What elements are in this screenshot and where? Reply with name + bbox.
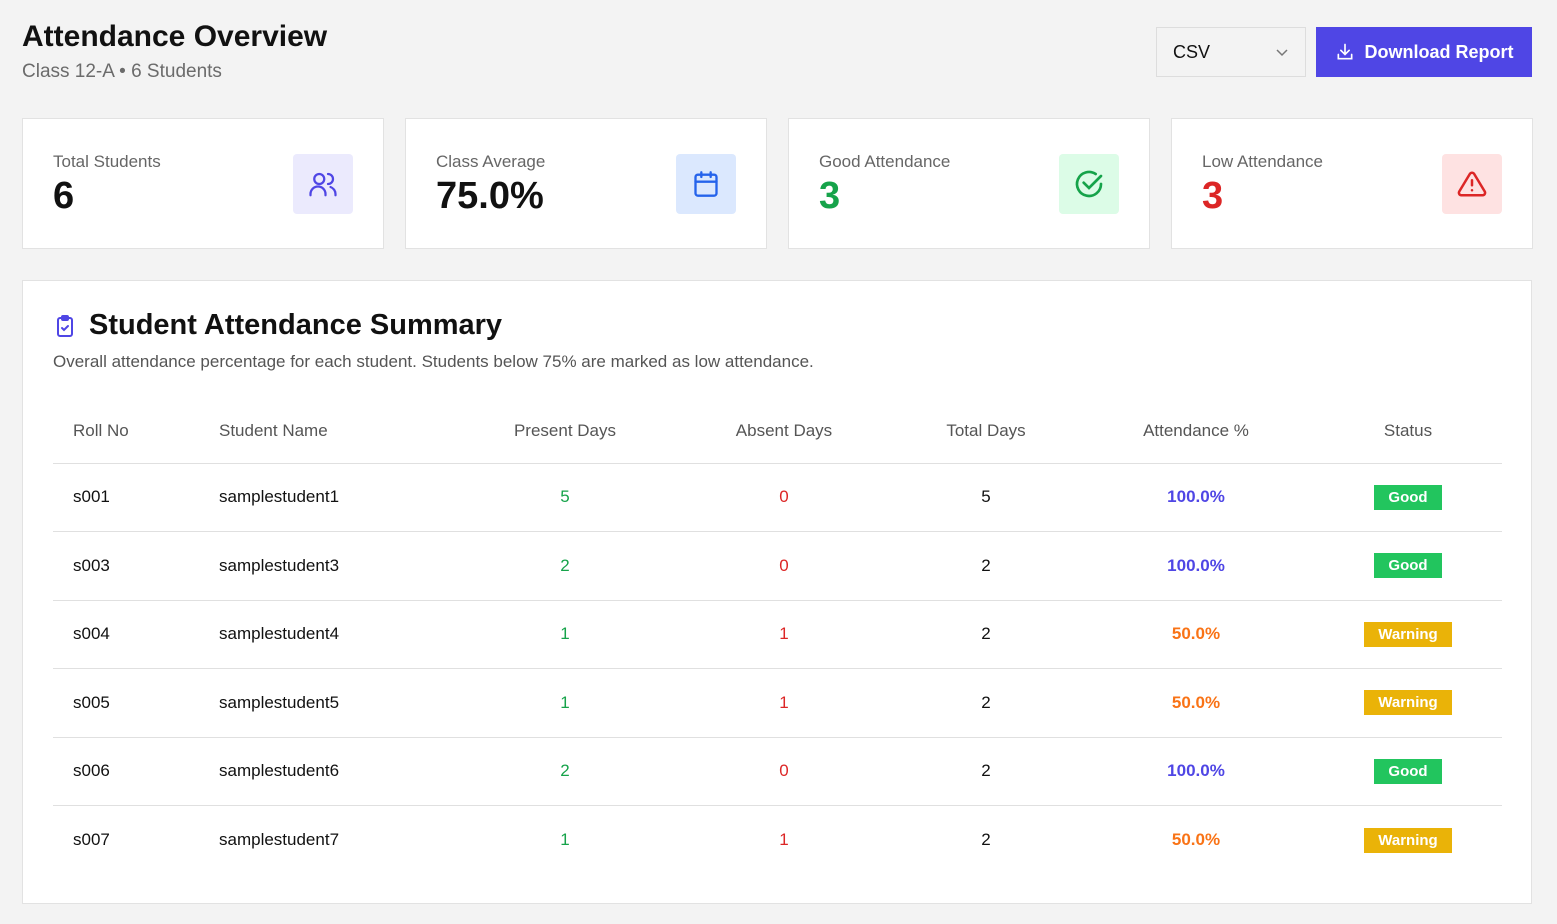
stat-value: 3 <box>1202 175 1224 217</box>
absent-days: 1 <box>674 600 894 669</box>
stat-label: Low Attendance <box>1202 152 1323 171</box>
stat-card: Good Attendance 3 <box>788 118 1150 249</box>
alert-triangle-icon <box>1442 154 1502 214</box>
absent-days: 0 <box>674 463 894 532</box>
chevron-down-icon <box>1276 49 1288 57</box>
student-name: samplestudent5 <box>199 668 456 738</box>
column-header: Present Days <box>456 399 674 464</box>
table-row: s005 samplestudent5 1 1 2 50.0% Warning <box>53 668 1502 738</box>
status-badge: Warning <box>1364 827 1452 853</box>
column-header: Roll No <box>53 399 199 464</box>
present-days: 1 <box>560 830 570 849</box>
attendance-percent: 50.0% <box>1171 830 1221 849</box>
present-days: 1 <box>456 600 674 669</box>
download-label: Download Report <box>1364 41 1514 62</box>
stat-label: Good Attendance <box>819 152 951 171</box>
stat-value: 6 <box>53 175 75 217</box>
column-header: Attendance % <box>1078 399 1314 464</box>
column-header: Absent Days <box>674 399 894 464</box>
total-days: 5 <box>894 463 1078 532</box>
status-badge: Warning <box>1364 690 1452 716</box>
column-header: Student Name <box>199 399 456 464</box>
summary-description: Overall attendance percentage for each s… <box>53 352 814 371</box>
roll-no: s005 <box>53 668 199 738</box>
table-row: s006 samplestudent6 2 0 2 100.0% Good <box>53 737 1502 806</box>
roll-no: s003 <box>53 531 199 601</box>
status-badge: Warning <box>1364 621 1452 647</box>
summary-title: Student Attendance Summary <box>89 309 503 341</box>
student-name: samplestudent7 <box>219 830 340 849</box>
roll-no: s004 <box>53 600 199 669</box>
status-badge: Good <box>1374 553 1442 579</box>
attendance-percent: 50.0% <box>1078 600 1314 669</box>
present-days: 2 <box>456 531 674 601</box>
table-row: s007 samplestudent7 1 1 2 50.0% Warning <box>53 806 1502 875</box>
column-header: Status <box>1314 399 1502 464</box>
student-name: samplestudent4 <box>199 600 456 669</box>
present-days: 1 <box>456 668 674 738</box>
format-value: CSV <box>1173 41 1211 62</box>
total-days: 2 <box>894 600 1078 669</box>
attendance-percent: 50.0% <box>1078 668 1314 738</box>
present-days: 5 <box>456 463 674 532</box>
attendance-percent: 100.0% <box>1078 531 1314 601</box>
attendance-percent: 100.0% <box>1078 737 1314 806</box>
stat-card: Total Students 6 <box>22 118 384 249</box>
column-header: Total Days <box>894 399 1078 464</box>
users-icon <box>293 154 353 214</box>
stat-value: 3 <box>819 175 841 217</box>
attendance-table: Roll No Student Name Present Days Absent Da… <box>53 399 1502 874</box>
absent-days: 1 <box>779 830 789 849</box>
format-select[interactable]: CSV <box>1156 27 1306 77</box>
stat-label: Class Average <box>436 152 546 171</box>
student-name: samplestudent6 <box>199 737 456 806</box>
table-row: s001 samplestudent1 5 0 5 100.0% Good <box>53 463 1502 532</box>
stat-label: Total Students <box>53 152 161 171</box>
total-days: 2 <box>894 737 1078 806</box>
total-days: 2 <box>894 531 1078 601</box>
absent-days: 0 <box>674 531 894 601</box>
roll-no: s007 <box>73 830 110 849</box>
total-days: 2 <box>894 668 1078 738</box>
status-badge: Good <box>1374 484 1442 510</box>
calendar-icon <box>676 154 736 214</box>
attendance-summary-panel: Student Attendance Summary Overall atten… <box>22 280 1532 904</box>
clipboard-check-icon <box>57 314 73 337</box>
roll-no: s006 <box>53 737 199 806</box>
page-title: Attendance Overview <box>22 20 328 53</box>
table-row: s004 samplestudent4 1 1 2 50.0% Warning <box>53 600 1502 669</box>
stat-card: Class Average 75.0% <box>405 118 767 249</box>
page-subtitle: Class 12-A • 6 Students <box>22 61 222 82</box>
attendance-percent: 100.0% <box>1078 463 1314 532</box>
roll-no: s001 <box>53 463 199 532</box>
total-days: 2 <box>981 830 991 849</box>
absent-days: 1 <box>674 668 894 738</box>
download-report-button[interactable]: Download Report <box>1316 27 1532 77</box>
student-name: samplestudent1 <box>199 463 456 532</box>
check-circle-icon <box>1059 154 1119 214</box>
stat-value: 75.0% <box>436 175 544 217</box>
status-badge: Good <box>1374 758 1442 784</box>
table-row: s003 samplestudent3 2 0 2 100.0% Good <box>53 531 1502 601</box>
absent-days: 0 <box>674 737 894 806</box>
download-icon <box>1337 43 1352 60</box>
student-name: samplestudent3 <box>199 531 456 601</box>
stat-card: Low Attendance 3 <box>1171 118 1533 249</box>
present-days: 2 <box>456 737 674 806</box>
